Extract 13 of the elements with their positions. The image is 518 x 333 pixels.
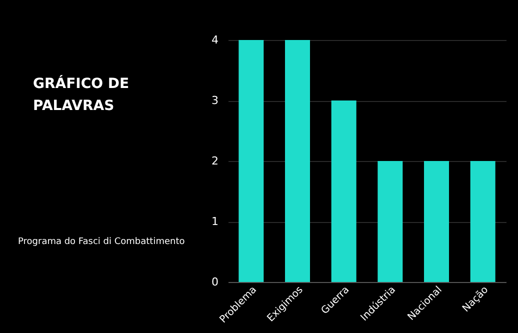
bar bbox=[424, 161, 449, 282]
bar bbox=[378, 161, 403, 282]
bar bbox=[238, 40, 264, 282]
y-tick-label: 4 bbox=[212, 34, 218, 46]
bar bbox=[331, 100, 356, 282]
y-tick-label: 1 bbox=[212, 215, 218, 228]
bar bbox=[470, 161, 496, 282]
y-tick-label: 3 bbox=[212, 94, 218, 107]
text: Programa do Fasci di Combattimento bbox=[18, 237, 186, 247]
y-tick-label: 0 bbox=[212, 276, 218, 288]
text: GRÁFICO DE PALAVRAS bbox=[33, 75, 130, 114]
bar bbox=[285, 40, 310, 282]
y-tick-label: 2 bbox=[212, 154, 218, 168]
